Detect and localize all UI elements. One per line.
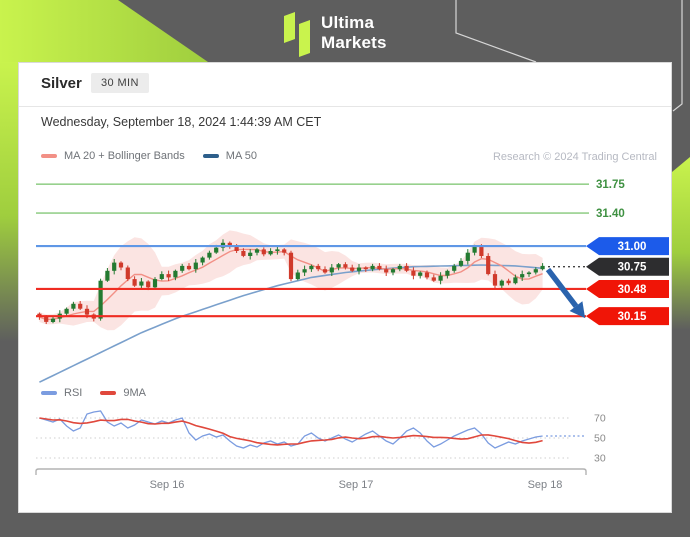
x-axis-label: Sep 16: [150, 479, 185, 491]
divider: [19, 106, 671, 107]
attribution: Research © 2024 Trading Central: [492, 151, 657, 163]
brand-line-2: Markets: [321, 33, 387, 53]
level-label: 31.40: [596, 208, 625, 220]
forecast-arrow-icon: [545, 267, 586, 319]
brand-line-1: Ultima: [321, 13, 375, 32]
ma9-label: 9MA: [123, 387, 146, 399]
rsi-ma-line: [39, 417, 543, 446]
ultima-logo-icon: [284, 12, 310, 57]
price-badge: [586, 279, 669, 298]
rsi-swatch-icon: [41, 391, 57, 395]
x-axis-bracket: [35, 468, 587, 475]
brand-name: Ultima Markets: [321, 13, 387, 53]
rsi-label: RSI: [64, 387, 83, 399]
x-axis-label: Sep 17: [339, 479, 374, 491]
price-badge-label: 30.75: [618, 262, 647, 274]
hexagon-outline-icon: [455, 0, 537, 63]
header-lime-triangle: [0, 0, 208, 62]
rsi-tick-label: 70: [594, 413, 606, 425]
price-badge-label: 31.00: [618, 241, 647, 253]
ma9-swatch-icon: [100, 391, 117, 395]
level-label: 31.75: [596, 179, 625, 191]
price-badge-label: 30.15: [618, 311, 647, 323]
x-axis-label: Sep 18: [528, 479, 563, 491]
rsi-tick-label: 30: [594, 453, 606, 465]
left-lime-strip: [0, 62, 18, 342]
right-lime-strip: [672, 157, 690, 330]
timestamp: Wednesday, September 18, 2024 1:44:39 AM…: [41, 115, 322, 129]
chart-card: Silver 30 MIN Wednesday, September 18, 2…: [18, 62, 672, 513]
hexagon-outline-icon: [672, 0, 683, 112]
rsi-legend-item: RSI: [41, 387, 82, 399]
title-row: Silver 30 MIN: [19, 63, 671, 106]
ma50-legend-item: MA 50: [202, 150, 257, 162]
main-legend: MA 20 + Bollinger Bands MA 50: [41, 150, 257, 162]
ma50-swatch-icon: [202, 154, 219, 158]
price-chart: 31.75 31.40 31.00 30.75 30.48 30.15: [36, 179, 669, 383]
ma20-label: MA 20 + Bollinger Bands: [64, 150, 185, 162]
price-badge-label: 30.48: [618, 284, 647, 296]
rsi-tick-label: 50: [594, 433, 606, 445]
rsi-chart: 70 50 30 Sep 16 Sep 17 Sep 18: [35, 410, 606, 491]
ma20-legend-item: MA 20 + Bollinger Bands: [41, 150, 185, 162]
price-badge: [586, 307, 669, 326]
ultima-logo: Ultima Markets: [284, 11, 387, 57]
timeframe-badge: 30 MIN: [91, 73, 149, 93]
ma20-swatch-icon: [41, 154, 57, 158]
price-badge: [586, 237, 669, 256]
ma9-legend-item: 9MA: [100, 387, 146, 399]
ma50-line: [39, 264, 543, 383]
ma50-label: MA 50: [225, 150, 257, 162]
price-badge: [586, 257, 669, 276]
instrument-title: Silver: [41, 75, 82, 92]
rsi-legend: RSI 9MA: [41, 387, 146, 399]
rsi-line: [39, 410, 543, 449]
